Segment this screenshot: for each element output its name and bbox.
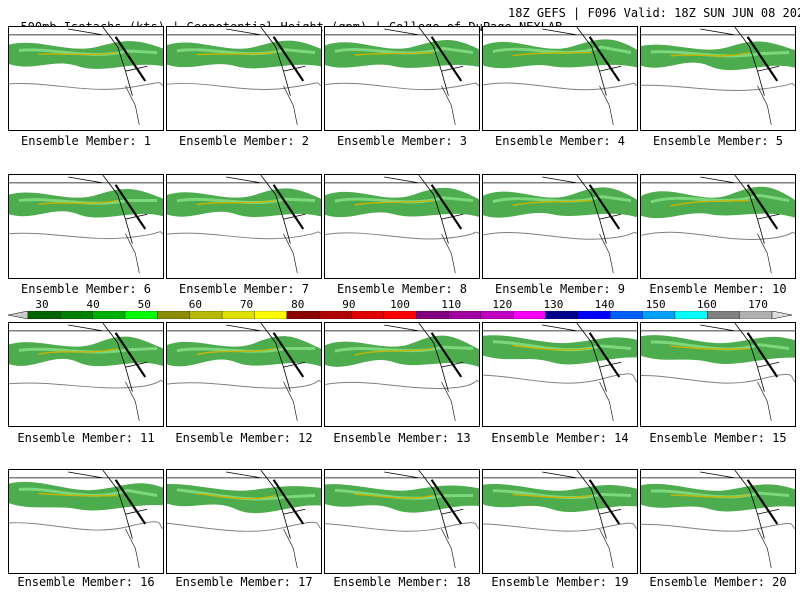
- colorbar-scale: [8, 311, 792, 319]
- ensemble-member-map: [8, 469, 164, 574]
- colorbar-tick-label: 30: [35, 298, 49, 311]
- colorbar-tick-label: 40: [86, 298, 100, 311]
- ensemble-member-map: [166, 322, 322, 427]
- ensemble-member-map: [640, 174, 796, 279]
- colorbar-tick-label: 160: [696, 298, 717, 311]
- ensemble-member-label: Ensemble Member: 1: [20, 134, 152, 148]
- colorbar-tick-label: 100: [390, 298, 410, 311]
- ensemble-member-label: Ensemble Member: 12: [175, 431, 313, 445]
- colorbar-tick-label: 140: [594, 298, 615, 311]
- ensemble-member-label: Ensemble Member: 14: [491, 431, 629, 445]
- ensemble-member-map: [8, 174, 164, 279]
- colorbar-tick-label: 150: [645, 298, 666, 311]
- ensemble-member-map: [324, 469, 480, 574]
- ensemble-member-label: Ensemble Member: 17: [175, 575, 313, 589]
- ensemble-member-label: Ensemble Member: 7: [178, 282, 310, 296]
- colorbar-ticks: 30 40 50 60 70 80 90 100 110 120 130 140 150 160 170: [8, 298, 792, 311]
- colorbar-tick-label: 60: [188, 298, 203, 311]
- ensemble-member-map: [166, 174, 322, 279]
- ensemble-member-map: [8, 322, 164, 427]
- header-right: 18Z GEFS | F096 Valid: 18Z SUN JUN 08 20…: [508, 6, 800, 20]
- ensemble-member-label: Ensemble Member: 11: [17, 431, 155, 445]
- ensemble-member-label: Ensemble Member: 5: [652, 134, 784, 148]
- ensemble-member-map: [482, 469, 638, 574]
- ensemble-member-label: Ensemble Member: 2: [178, 134, 310, 148]
- ensemble-member-map: [166, 26, 322, 131]
- colorbar-tick-label: 90: [342, 298, 356, 311]
- colorbar-tick-label: 80: [291, 298, 305, 311]
- ensemble-member-label: Ensemble Member: 20: [649, 575, 787, 589]
- ensemble-member-map: [166, 469, 322, 574]
- ensemble-member-label: Ensemble Member: 4: [494, 134, 626, 148]
- ensemble-member-label: Ensemble Member: 10: [649, 282, 787, 296]
- ensemble-member-map: [482, 174, 638, 279]
- ensemble-member-map: [324, 322, 480, 427]
- ensemble-member-label: Ensemble Member: 18: [333, 575, 471, 589]
- colorbar-tick-label: 70: [239, 298, 254, 311]
- colorbar-tick-label: 120: [492, 298, 513, 311]
- colorbar-tick-label: 50: [137, 298, 151, 311]
- ensemble-member-map: [640, 469, 796, 574]
- ensemble-member-map: [324, 26, 480, 131]
- colorbar-tick-label: 130: [543, 298, 564, 311]
- colorbar-tick-label: 110: [441, 298, 462, 311]
- ensemble-member-label: Ensemble Member: 16: [17, 575, 155, 589]
- colorbar-tick-label: 170: [748, 298, 768, 311]
- ensemble-member-map: [482, 26, 638, 131]
- ensemble-member-label: Ensemble Member: 6: [20, 282, 152, 296]
- ensemble-member-map: [8, 26, 164, 131]
- ensemble-member-label: Ensemble Member: 3: [336, 134, 468, 148]
- ensemble-member-map: [482, 322, 638, 427]
- ensemble-member-label: Ensemble Member: 15: [649, 431, 787, 445]
- ensemble-member-label: Ensemble Member: 13: [333, 431, 471, 445]
- ensemble-member-label: Ensemble Member: 19: [491, 575, 629, 589]
- ensemble-member-map: [640, 26, 796, 131]
- ensemble-member-map: [324, 174, 480, 279]
- wind-speed-colorbar: 30 40 50 60 70 80 90 100 110 120 130 140 150 160 170: [8, 298, 792, 322]
- ensemble-member-map: [640, 322, 796, 427]
- ensemble-member-label: Ensemble Member: 8: [336, 282, 468, 296]
- ensemble-member-label: Ensemble Member: 9: [494, 282, 626, 296]
